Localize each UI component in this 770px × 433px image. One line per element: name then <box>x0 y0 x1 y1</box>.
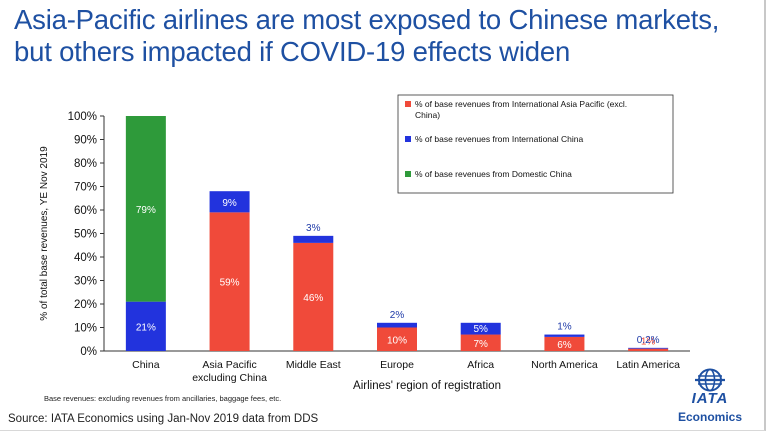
data-label: 6% <box>557 340 572 351</box>
x-tick-label: excluding China <box>192 372 267 384</box>
bar-segment-intl_china <box>628 347 669 349</box>
globe-icon <box>695 368 725 392</box>
bar-segment-intl_china <box>544 334 585 337</box>
x-tick-label: Middle East <box>286 359 341 371</box>
data-label: 46% <box>303 293 323 304</box>
logo-name: IATA <box>691 390 729 407</box>
y-tick-label: 20% <box>74 299 97 311</box>
iata-logo: IATA Economics <box>670 368 750 426</box>
bar-segment-intl_china <box>460 322 501 335</box>
data-label: 0.2% <box>637 335 660 346</box>
x-axis-title: Airlines' region of registration <box>353 380 501 392</box>
data-label: 10% <box>387 335 407 346</box>
y-tick-label: 90% <box>74 135 97 147</box>
y-tick-label: 10% <box>74 323 97 335</box>
legend-swatch-intl_china <box>405 136 411 142</box>
title-line-2: but others impacted if COVID-19 effects … <box>14 36 571 67</box>
y-tick-label: 50% <box>74 229 97 241</box>
legend-swatch-asia_pacific <box>405 101 411 107</box>
legend-box <box>397 94 674 194</box>
data-label: 9% <box>222 198 237 209</box>
y-tick-label: 100% <box>68 111 97 123</box>
page-title: Asia-Pacific airlines are most exposed t… <box>14 4 764 68</box>
legend-swatch-domestic_china <box>405 171 411 177</box>
source-note: Source: IATA Economics using Jan-Nov 201… <box>8 413 319 425</box>
footnote: Base revenues: excluding revenues from a… <box>44 394 282 403</box>
y-axis-title: % of total base revenues, YE Nov 2019 <box>39 146 50 321</box>
bar-segment-asia_pacific <box>377 327 417 351</box>
data-label: 21% <box>136 322 156 333</box>
data-label: 1% <box>557 322 572 333</box>
x-tick-label: Europe <box>380 359 414 371</box>
title-line-1: Asia-Pacific airlines are most exposed t… <box>14 4 720 35</box>
bar-segment-intl_china <box>293 235 334 243</box>
x-tick-label: North America <box>531 359 598 371</box>
y-tick-label: 60% <box>74 205 97 217</box>
data-label: 7% <box>473 339 488 350</box>
bar-segment-intl_china <box>377 322 417 328</box>
bar-segment-domestic_china <box>125 116 166 302</box>
data-label: 59% <box>220 278 240 289</box>
data-label: 79% <box>136 205 156 216</box>
bar-segment-asia_pacific <box>293 242 334 351</box>
y-tick-label: 30% <box>74 276 97 288</box>
x-tick-label: Asia Pacific <box>202 359 256 371</box>
data-label: 3% <box>306 223 321 234</box>
legend-label: % of base revenues from International As… <box>415 99 627 109</box>
x-tick-label: Latin America <box>616 359 680 371</box>
bar-segment-intl_china <box>209 191 250 213</box>
y-tick-label: 80% <box>74 158 97 170</box>
legend-label: % of base revenues from International Ch… <box>415 134 583 144</box>
data-label: 2% <box>390 310 405 321</box>
legend-label: % of base revenues from Domestic China <box>415 169 572 179</box>
bar-segment-intl_china <box>125 301 166 351</box>
data-label: 5% <box>473 324 488 335</box>
bar-segment-asia_pacific <box>628 348 669 351</box>
logo-subtitle: Economics <box>677 410 743 424</box>
data-label: 1% <box>641 337 656 348</box>
x-tick-label: China <box>132 359 160 371</box>
bar-segment-asia_pacific <box>209 212 250 351</box>
y-tick-label: 40% <box>74 252 97 264</box>
y-tick-label: 70% <box>74 182 97 194</box>
x-tick-label: Africa <box>467 359 494 371</box>
bar-segment-asia_pacific <box>544 336 585 351</box>
legend-label: China) <box>415 110 440 120</box>
y-tick-label: 0% <box>80 346 97 358</box>
bar-segment-asia_pacific <box>460 334 501 351</box>
